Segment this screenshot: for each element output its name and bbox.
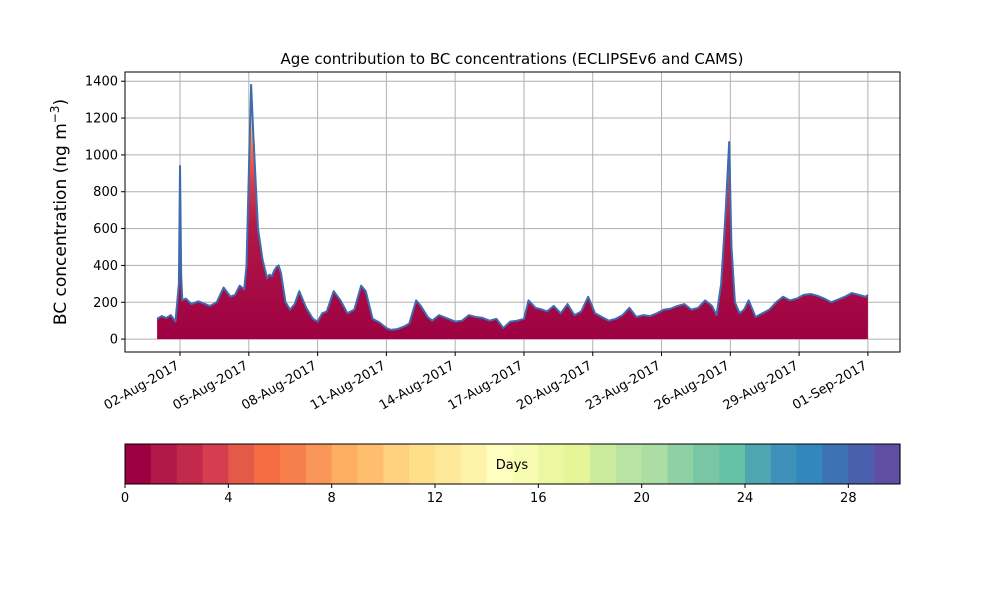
colorbar-bin [822, 444, 849, 484]
y-tick-label: 0 [110, 333, 118, 348]
colorbar-tick-label: 28 [840, 491, 857, 506]
y-axis-label-text: BC concentration (ng m [51, 123, 71, 325]
age-contribution-area [157, 84, 868, 340]
x-tick-label: 14-Aug-2017 [377, 358, 457, 413]
y-tick-label: 400 [93, 259, 118, 274]
colorbar-bin [435, 444, 462, 484]
colorbar [125, 444, 901, 484]
colorbar-tick-label: 12 [427, 491, 444, 506]
colorbar-tick-label: 8 [328, 491, 336, 506]
x-tick-label: 05-Aug-2017 [170, 358, 250, 413]
x-tick-label: 02-Aug-2017 [102, 358, 182, 413]
y-tick-label: 200 [93, 296, 118, 311]
colorbar-bin [460, 444, 488, 484]
colorbar-bin [615, 444, 643, 484]
colorbar-bin [331, 444, 359, 484]
x-tick-label: 20-Aug-2017 [514, 358, 594, 413]
colorbar-bin [202, 444, 229, 484]
colorbar-bin [538, 444, 565, 484]
colorbar-bin [305, 444, 333, 484]
y-axis-label-close: ) [51, 99, 71, 106]
colorbar-label: Days [496, 458, 529, 473]
y-axis-label-exponent: −3 [48, 105, 62, 123]
colorbar-bin [176, 444, 204, 484]
y-tick-label: 600 [93, 222, 118, 237]
colorbar-bin [693, 444, 720, 484]
colorbar-bin [486, 444, 514, 484]
x-tick-label: 29-Aug-2017 [721, 358, 801, 413]
colorbar-bin [512, 444, 539, 484]
colorbar-tick-label: 16 [530, 491, 547, 506]
colorbar-bin [796, 444, 824, 484]
colorbar-bin [409, 444, 436, 484]
colorbar-frame [124, 443, 901, 485]
colorbar-bin [874, 444, 901, 484]
colorbar-bin [125, 444, 152, 484]
x-tick-label: 17-Aug-2017 [446, 358, 526, 413]
colorbar-bin [254, 444, 281, 484]
plot-frame [124, 71, 901, 353]
colorbar-tick-label: 24 [737, 491, 754, 506]
x-tick-label: 11-Aug-2017 [308, 358, 388, 413]
x-tick-label: 26-Aug-2017 [652, 358, 732, 413]
y-axis-label: BC concentration (ng m−3) [48, 99, 71, 325]
y-tick-label: 800 [93, 185, 118, 200]
colorbar-tick-label: 20 [633, 491, 650, 506]
colorbar-bin [383, 444, 410, 484]
x-axis: 02-Aug-201705-Aug-201708-Aug-201711-Aug-… [102, 352, 870, 414]
colorbar-tick-label: 0 [121, 491, 129, 506]
colorbar-bin [590, 444, 617, 484]
y-axis: 0 200 400 600 800 1000 1200 1400 [85, 75, 125, 348]
colorbar-tick-label: 4 [224, 491, 232, 506]
colorbar-bin [564, 444, 591, 484]
colorbar-bin [770, 444, 798, 484]
y-tick-label: 1200 [85, 112, 118, 127]
colorbar-ticks: 0 4 8 12 16 20 24 28 [121, 484, 857, 506]
colorbar-bin [150, 444, 178, 484]
colorbar-bin [280, 444, 307, 484]
y-tick-label: 1000 [85, 148, 118, 163]
y-tick-label: 1400 [85, 75, 118, 90]
colorbar-bin [641, 444, 669, 484]
x-tick-label: 23-Aug-2017 [583, 358, 663, 413]
colorbar-bin [357, 444, 384, 484]
colorbar-bin [848, 444, 875, 484]
data-series [156, 83, 869, 340]
x-tick-label: 08-Aug-2017 [239, 358, 319, 413]
x-tick-label: 01-Sep-2017 [790, 358, 870, 413]
colorbar-bin [228, 444, 255, 484]
colorbar-bin [745, 444, 772, 484]
chart-title: Age contribution to BC concentrations (E… [281, 50, 744, 68]
colorbar-bin [719, 444, 746, 484]
colorbar-bin [667, 444, 694, 484]
total-bc-line [156, 83, 869, 331]
